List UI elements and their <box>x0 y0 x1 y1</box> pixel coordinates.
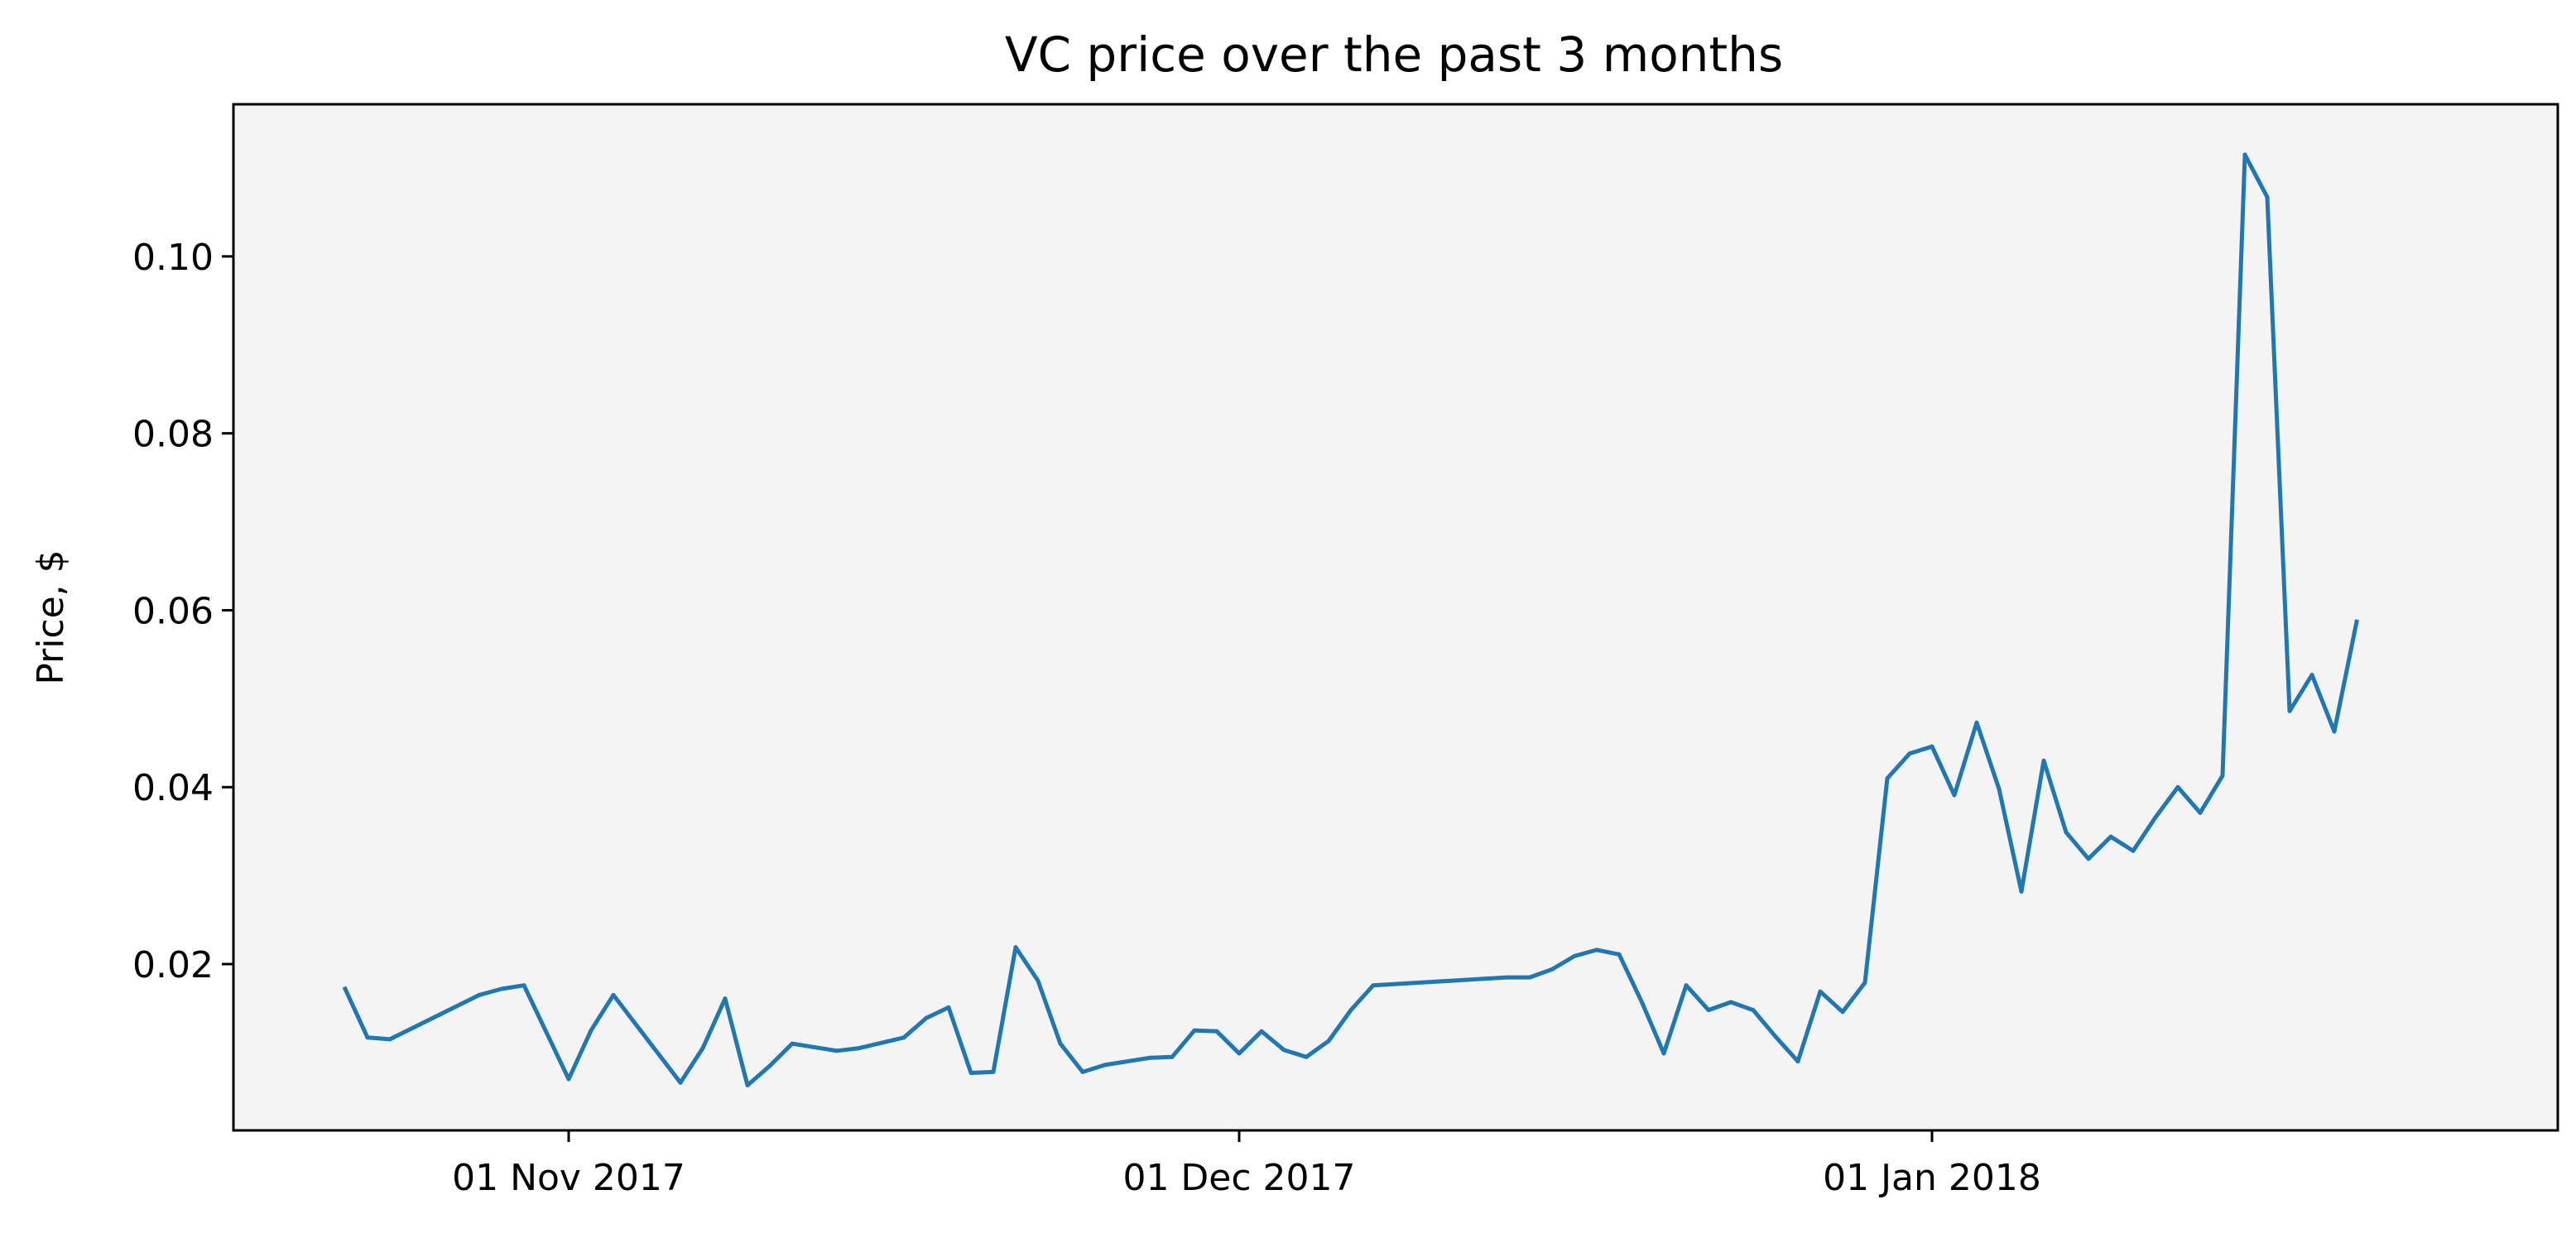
price-data-point <box>1728 1000 1733 1005</box>
price-data-point <box>2175 784 2180 789</box>
x-tick-label: 01 Dec 2017 <box>1122 1157 1355 1199</box>
price-data-point <box>901 1035 906 1040</box>
price-data-point <box>566 1077 571 1082</box>
price-data-point <box>1840 1010 1845 1015</box>
price-data-point <box>1103 1063 1108 1067</box>
price-data-point <box>1818 989 1823 994</box>
chart-title: VC price over the past 3 months <box>1005 26 1783 83</box>
price-data-point <box>2019 889 2024 894</box>
plot-frame <box>232 103 2559 1132</box>
price-data-point <box>2086 856 2091 861</box>
price-data-point <box>1795 1059 1800 1064</box>
price-data-point <box>1214 1029 1219 1034</box>
x-tick-label: 01 Jan 2018 <box>1823 1157 2041 1199</box>
price-data-point <box>1281 1048 1286 1053</box>
price-data-point <box>343 986 348 991</box>
price-data-point <box>1930 744 1934 749</box>
x-tick-label: 01 Nov 2017 <box>452 1157 685 1199</box>
y-tick-label: 0.10 <box>132 237 214 279</box>
price-data-point <box>1952 793 1957 798</box>
price-data-point <box>1013 945 1018 950</box>
price-data-point <box>1036 978 1040 983</box>
price-data-point <box>700 1046 705 1051</box>
price-data-point <box>365 1035 370 1040</box>
price-data-point <box>2265 194 2270 199</box>
price-data-point <box>1550 967 1555 972</box>
price-data-point <box>767 1063 772 1068</box>
price-data-point <box>1751 1008 1756 1013</box>
price-data-point <box>477 992 482 997</box>
series-layer <box>342 152 2359 1087</box>
price-data-point <box>1505 975 1510 980</box>
price-data-point <box>745 1083 750 1087</box>
price-data-point <box>991 1069 996 1074</box>
price-data-point <box>1684 983 1689 988</box>
y-axis-label: Price, $ <box>30 549 72 684</box>
price-data-point <box>1907 751 1912 756</box>
price-data-point <box>1058 1041 1063 1046</box>
price-data-point <box>1974 720 1979 725</box>
price-data-point <box>1326 1039 1331 1043</box>
price-data-point <box>1527 975 1532 980</box>
y-axis: 0.02 0.04 0.06 0.08 0.10 <box>132 237 233 986</box>
price-data-point <box>1192 1028 1197 1033</box>
price-data-point <box>1639 999 1644 1004</box>
plot-area <box>233 104 2558 1130</box>
y-tick-label: 0.08 <box>132 414 214 456</box>
price-data-point <box>2220 773 2225 778</box>
price-data-point <box>387 1037 392 1042</box>
price-data-point <box>2131 848 2136 853</box>
price-data-point <box>723 996 728 1001</box>
price-data-point <box>1304 1054 1309 1059</box>
price-data-point <box>611 992 616 997</box>
price-data-point <box>2198 810 2203 815</box>
price-data-point <box>1661 1051 1666 1056</box>
price-data-point <box>946 1005 951 1010</box>
price-data-point <box>521 983 526 988</box>
price-data-point <box>1237 1051 1242 1056</box>
y-tick-label: 0.02 <box>132 944 214 986</box>
x-axis: 01 Nov 2017 01 Dec 2017 01 Jan 2018 <box>452 1130 2041 1199</box>
price-data-point <box>1080 1069 1085 1074</box>
price-data-point <box>1997 786 2002 791</box>
price-data-point <box>589 1028 594 1033</box>
price-data-point <box>834 1048 839 1053</box>
price-data-point <box>1348 1008 1353 1013</box>
price-data-point <box>790 1041 795 1046</box>
price-data-point <box>1773 1034 1778 1039</box>
price-data-point <box>1617 952 1622 957</box>
price-data-point <box>1862 981 1867 985</box>
price-data-point <box>2354 619 2359 624</box>
price-data-point <box>1147 1055 1152 1060</box>
y-tick-label: 0.06 <box>132 590 214 632</box>
price-data-point <box>968 1071 973 1075</box>
price-data-point <box>2041 758 2046 763</box>
price-data-point <box>924 1015 929 1020</box>
price-data-point <box>499 986 504 991</box>
price-data-point <box>2153 815 2158 820</box>
price-data-point <box>1259 1029 1264 1034</box>
price-data-point <box>2287 708 2292 713</box>
price-data-point <box>1594 948 1599 952</box>
price-data-point <box>1170 1054 1175 1059</box>
price-data-point <box>678 1080 683 1085</box>
price-data-point <box>2242 152 2247 157</box>
price-data-point <box>2108 834 2113 839</box>
price-data-point <box>2332 729 2337 734</box>
price-data-point <box>1706 1008 1711 1013</box>
price-data-point <box>1572 953 1577 958</box>
price-data-point <box>1885 776 1890 781</box>
price-data-point <box>2309 673 2314 677</box>
price-data-point <box>1371 983 1376 988</box>
price-data-point <box>857 1046 862 1051</box>
y-tick-label: 0.04 <box>132 767 214 809</box>
price-data-point <box>2064 830 2069 835</box>
